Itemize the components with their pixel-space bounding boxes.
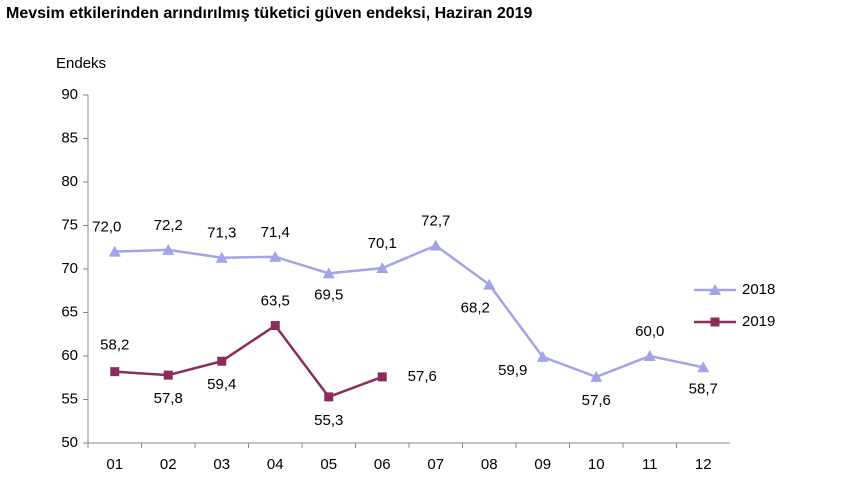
- y-tick-label: 70: [61, 260, 78, 277]
- y-tick-label: 85: [61, 129, 78, 146]
- x-tick-label: 11: [642, 456, 658, 473]
- marker: [709, 284, 721, 295]
- marker: [377, 372, 387, 382]
- value-label: 57,6: [582, 392, 611, 409]
- x-tick-label: 07: [427, 456, 444, 473]
- marker: [270, 321, 280, 331]
- y-tick-label: 90: [61, 86, 78, 103]
- value-label: 57,6: [408, 368, 437, 385]
- x-tick-label: 09: [534, 456, 551, 473]
- marker: [163, 370, 173, 380]
- marker: [483, 278, 496, 290]
- value-label: 72,2: [154, 217, 183, 234]
- chart-title: Mevsim etkilerinden arındırılmış tüketic…: [6, 5, 533, 22]
- value-label: 60,0: [635, 323, 664, 340]
- value-label: 59,4: [207, 376, 236, 393]
- value-label: 58,2: [100, 337, 129, 354]
- marker: [376, 262, 389, 274]
- series-line: [114, 244, 704, 379]
- value-label: 71,4: [261, 224, 290, 241]
- marker: [108, 245, 121, 257]
- value-label: 72,7: [421, 212, 450, 229]
- value-label: 72,0: [92, 219, 121, 236]
- marker: [110, 367, 120, 377]
- value-label: 68,2: [461, 300, 490, 317]
- y-tick-label: 55: [61, 390, 78, 407]
- value-label: 69,5: [314, 286, 343, 303]
- legend-label: 2019: [742, 313, 775, 330]
- value-label: 55,3: [314, 412, 343, 429]
- value-label: 70,1: [368, 235, 397, 252]
- value-label: 57,8: [154, 390, 183, 407]
- x-tick-label: 01: [106, 456, 123, 473]
- y-tick-label: 75: [61, 216, 78, 233]
- marker: [590, 370, 603, 382]
- y-tick-label: 50: [61, 434, 78, 451]
- marker: [322, 267, 335, 279]
- x-tick-label: 06: [374, 456, 391, 473]
- value-label: 63,5: [261, 293, 290, 310]
- value-label: 59,9: [498, 362, 527, 379]
- x-tick-label: 05: [320, 456, 337, 473]
- x-tick-label: 03: [213, 456, 230, 473]
- marker: [429, 239, 442, 251]
- marker: [643, 350, 656, 361]
- x-tick-label: 12: [695, 456, 712, 473]
- marker: [217, 356, 227, 366]
- x-tick-label: 10: [588, 456, 605, 473]
- marker: [324, 392, 334, 402]
- y-axis-label: Endeks: [56, 55, 106, 72]
- x-tick-label: 08: [481, 456, 498, 473]
- x-tick-label: 04: [267, 456, 284, 473]
- value-label: 58,7: [689, 380, 718, 397]
- series-line: [114, 323, 383, 399]
- marker: [536, 350, 549, 362]
- marker: [697, 361, 710, 373]
- marker: [710, 317, 720, 327]
- marker: [269, 250, 282, 262]
- y-tick-label: 80: [61, 173, 78, 190]
- legend-label: 2018: [742, 281, 775, 298]
- x-tick-label: 02: [160, 456, 177, 473]
- marker: [162, 243, 175, 255]
- y-tick-label: 65: [61, 303, 78, 320]
- y-tick-label: 60: [61, 347, 78, 364]
- value-label: 71,3: [207, 225, 236, 242]
- marker: [215, 251, 228, 263]
